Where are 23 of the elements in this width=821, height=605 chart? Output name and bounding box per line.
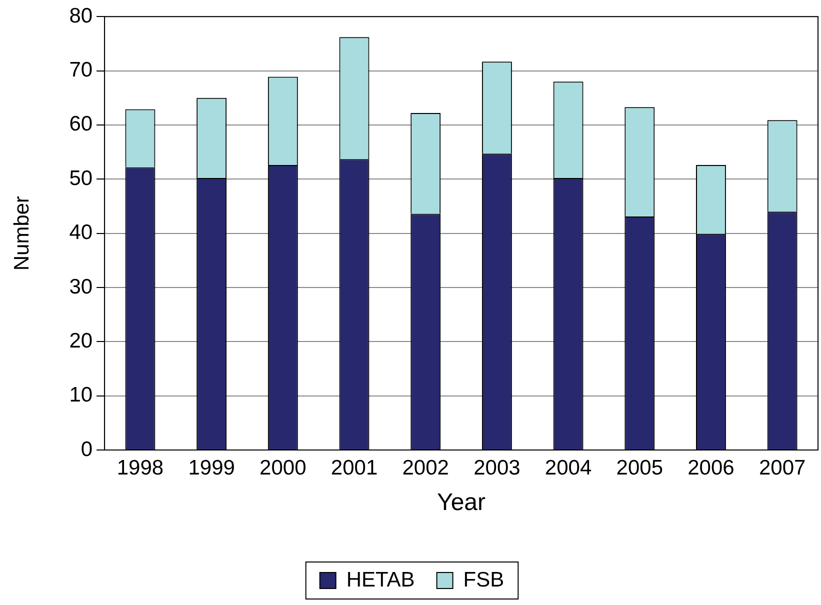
x-tick-label: 2007 (758, 456, 806, 480)
legend-label: FSB (463, 568, 504, 592)
y-axis-title: Number (10, 196, 34, 271)
y-tick-label: 20 (69, 329, 93, 352)
x-tick-label: 2000 (260, 456, 306, 480)
y-tick-label: 80 (69, 4, 93, 28)
x-tick-label: 2004 (544, 456, 592, 480)
legend-label: HETAB (346, 568, 415, 592)
y-tick-label: 10 (69, 384, 93, 407)
x-tick-label: 2005 (616, 456, 663, 480)
y-tick-label: 60 (69, 112, 93, 136)
x-axis-title: Year (437, 489, 486, 516)
y-tick-label: 0 (80, 438, 93, 461)
x-tick-label: 2003 (474, 456, 520, 480)
x-tick-label: 1998 (116, 456, 164, 480)
x-tick-label: 2006 (688, 456, 734, 480)
y-tick-label: 40 (69, 221, 93, 244)
x-tick-label: 2002 (402, 456, 449, 480)
x-tick-label: 1999 (188, 456, 235, 480)
y-tick-label: 30 (69, 275, 93, 298)
y-tick-label: 70 (69, 58, 93, 82)
y-tick-label: 50 (69, 166, 93, 190)
x-tick-label: 2001 (330, 456, 378, 480)
